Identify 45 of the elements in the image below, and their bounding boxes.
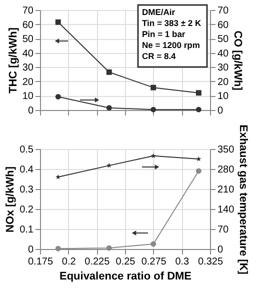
y-tick-label: 0 bbox=[28, 106, 34, 116]
y-tick-label: 70 bbox=[22, 6, 34, 16]
x-tick-label: 0.3 bbox=[175, 256, 190, 268]
annotation: Tin = 383 ± 2 K bbox=[142, 18, 202, 28]
y2-tick-label: 20 bbox=[218, 76, 230, 88]
y2-tick-label: 70 bbox=[218, 6, 230, 16]
x-tick-label: 0.25 bbox=[116, 256, 136, 268]
y2-axis-title: Exhaust gas temperature [K] bbox=[237, 124, 250, 275]
y-tick-label: 20 bbox=[22, 76, 34, 88]
y2-tick-label: 210 bbox=[218, 184, 235, 196]
y2-tick-label: 0 bbox=[218, 106, 224, 116]
x-tick-label: 0.225 bbox=[84, 256, 110, 268]
y-tick-label: 30 bbox=[22, 62, 34, 74]
x-tick-label: 0.325 bbox=[198, 256, 224, 268]
y-tick-label: 0.5 bbox=[20, 144, 34, 156]
y2-tick-label: 50 bbox=[218, 34, 230, 46]
annotation: Pin = 1 bar bbox=[142, 29, 186, 39]
y-axis-title: NOx [g/kWh] bbox=[4, 166, 17, 232]
annotation: DME/Air bbox=[142, 7, 176, 17]
y-tick-label: 40 bbox=[22, 48, 34, 60]
annotation: CR = 8.4 bbox=[142, 51, 176, 61]
y-tick-label: 0.3 bbox=[20, 184, 34, 196]
y2-tick-label: 40 bbox=[218, 48, 230, 60]
y-tick-label: 60 bbox=[22, 20, 34, 31]
y2-tick-label: 60 bbox=[218, 20, 230, 31]
y2-tick-label: 280 bbox=[218, 164, 235, 176]
y-tick-label: 0.4 bbox=[20, 164, 34, 176]
y-tick-label: 10 bbox=[22, 91, 34, 102]
y2-tick-label: 140 bbox=[218, 204, 235, 216]
y-axis-title: THC [g/kWh] bbox=[7, 27, 20, 94]
y-tick-label: 0 bbox=[28, 244, 34, 256]
y2-axis-title: CO [g/kWh] bbox=[232, 30, 244, 91]
x-tick-label: 0.275 bbox=[141, 256, 167, 268]
y-tick-label: 50 bbox=[22, 34, 34, 46]
x-axis-title: Equivalence ratio of DME bbox=[59, 270, 192, 282]
y2-tick-label: 0 bbox=[218, 244, 224, 256]
y2-tick-label: 70 bbox=[218, 224, 230, 236]
y2-tick-label: 350 bbox=[218, 144, 235, 156]
annotation: Ne = 1200 rpm bbox=[142, 40, 200, 50]
x-tick-label: 0.175 bbox=[28, 256, 54, 268]
y-tick-label: 0.2 bbox=[20, 204, 34, 216]
x-tick-label: 0.2 bbox=[62, 256, 76, 268]
y2-tick-label: 30 bbox=[218, 62, 230, 74]
y2-tick-label: 10 bbox=[218, 91, 230, 102]
y-tick-label: 0.1 bbox=[20, 224, 34, 236]
